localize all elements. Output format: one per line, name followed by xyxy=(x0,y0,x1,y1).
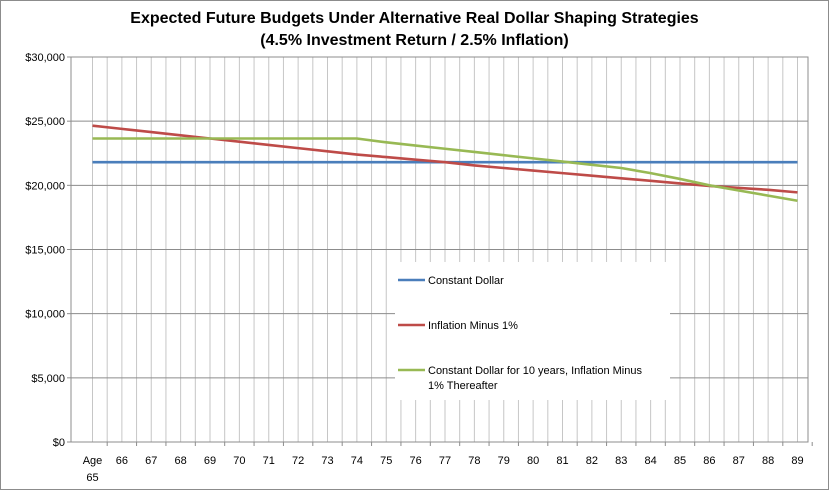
x-tick-label: 66 xyxy=(116,455,128,467)
x-tick-label: 77 xyxy=(439,455,451,467)
x-tick-label: 69 xyxy=(204,455,216,467)
x-tick-label: 72 xyxy=(292,455,304,467)
legend-label: Inflation Minus 1% xyxy=(428,320,518,332)
x-tick-label: 86 xyxy=(703,455,715,467)
y-tick-label: $25,000 xyxy=(25,116,65,128)
y-tick-label: $10,000 xyxy=(25,309,65,321)
x-tick-label: 70 xyxy=(233,455,245,467)
x-tick-label: 68 xyxy=(175,455,187,467)
y-tick-label: $20,000 xyxy=(25,180,65,192)
x-tick-label: 85 xyxy=(674,455,686,467)
legend-label: 1% Thereafter xyxy=(428,380,498,392)
y-tick-label: $30,000 xyxy=(25,52,65,64)
x-tick-label: 74 xyxy=(351,455,363,467)
y-tick-label: $5,000 xyxy=(31,373,65,385)
x-tick-label: 75 xyxy=(380,455,392,467)
chart-title: Expected Future Budgets Under Alternativ… xyxy=(130,10,699,27)
y-axis-ticks: $0 $5,000 $10,000 $15,000 $20,000 $25,000 $30,… xyxy=(25,52,71,449)
y-tick-label: $15,000 xyxy=(25,245,65,257)
x-tick-label: 87 xyxy=(733,455,745,467)
chart-subtitle: (4.5% Investment Return / 2.5% Inflation… xyxy=(260,32,569,49)
legend-box xyxy=(395,262,670,400)
horizontal-gridlines xyxy=(71,56,808,443)
x-tick-label: 88 xyxy=(762,455,774,467)
x-tick-label: 81 xyxy=(556,455,568,467)
x-tick-label: 73 xyxy=(321,455,333,467)
series-lines xyxy=(92,124,798,203)
y-tick-label: $0 xyxy=(53,437,65,449)
x-tick-label: 79 xyxy=(498,455,510,467)
x-axis-ticks: Age 66 67 68 69 70 71 72 73 74 75 76 77 78 79 80 81 82 83 8… xyxy=(83,442,813,484)
legend-label: Constant Dollar for 10 years, Inflation … xyxy=(428,365,642,377)
x-tick-label: 76 xyxy=(410,455,422,467)
x-tick-label: 71 xyxy=(263,455,275,467)
x-tick-label: Age xyxy=(83,455,103,467)
x-tick-label: 78 xyxy=(468,455,480,467)
x-tick-label: 80 xyxy=(527,455,539,467)
x-tick-label: 82 xyxy=(586,455,598,467)
x-tick-label: 84 xyxy=(645,455,657,467)
x-tick-label: 67 xyxy=(145,455,157,467)
x-tick-sublabel: 65 xyxy=(86,472,98,484)
chart-title-block: Expected Future Budgets Under Alternativ… xyxy=(0,8,829,52)
legend-label: Constant Dollar xyxy=(428,275,504,287)
x-tick-label: 89 xyxy=(791,455,803,467)
legend: Constant Dollar Inflation Minus 1% Constan… xyxy=(395,262,670,400)
x-tick-label: 83 xyxy=(615,455,627,467)
series-line-3 xyxy=(92,137,798,203)
